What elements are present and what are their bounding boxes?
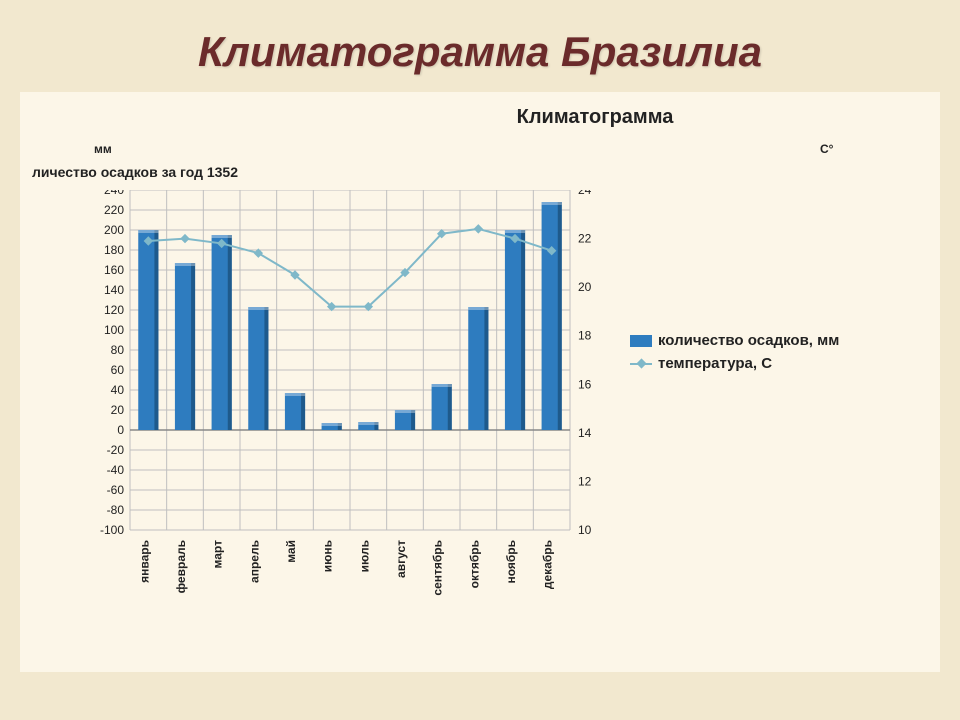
svg-text:200: 200 [104,223,124,237]
svg-text:240: 240 [104,190,124,197]
legend-label: количество осадков, мм [658,332,839,349]
legend-item-precip: количество осадков, мм [630,332,839,349]
svg-text:октябрь: октябрь [467,540,481,588]
chart-legend: количество осадков, мм температура, С [630,332,839,378]
legend-label: температура, С [658,355,772,372]
svg-text:22: 22 [578,232,592,246]
svg-text:18: 18 [578,329,592,343]
svg-text:февраль: февраль [174,540,188,593]
svg-text:180: 180 [104,243,124,257]
svg-text:-100: -100 [100,523,124,537]
svg-text:-60: -60 [107,483,125,497]
svg-text:80: 80 [111,343,125,357]
legend-swatch-bar-icon [630,335,652,347]
svg-text:120: 120 [104,303,124,317]
chart-plot-area: -100 -80 -60 -40 -20 0 20 40 60 80 100 120 140 160 180… [80,190,580,640]
y-left-unit: мм [94,142,112,156]
svg-text:40: 40 [111,383,125,397]
svg-text:август: август [394,540,408,578]
svg-text:июнь: июнь [321,540,335,572]
y-right-unit: С° [820,142,833,156]
chart-panel: Климатограмма мм С° личество осадков за … [20,92,940,672]
slide-title: Климатограмма Бразилиа [0,0,960,92]
svg-text:декабрь: декабрь [541,540,555,589]
svg-text:220: 220 [104,203,124,217]
svg-text:0: 0 [117,423,124,437]
chart-title: Климатограмма [268,106,922,129]
svg-text:июль: июль [357,540,371,572]
svg-text:60: 60 [111,363,125,377]
svg-text:сентябрь: сентябрь [431,540,445,596]
svg-text:-40: -40 [107,463,125,477]
svg-text:ноябрь: ноябрь [504,540,518,584]
svg-text:-20: -20 [107,443,125,457]
svg-text:20: 20 [111,403,125,417]
legend-swatch-line-icon [630,358,652,370]
chart-svg: -100 -80 -60 -40 -20 0 20 40 60 80 100 120 140 160 180… [80,190,610,620]
svg-text:10: 10 [578,523,592,537]
svg-text:100: 100 [104,323,124,337]
legend-item-temp: температура, С [630,355,839,372]
svg-text:16: 16 [578,377,592,391]
year-total-label: личество осадков за год 1352 [32,164,238,180]
svg-text:12: 12 [578,474,592,488]
svg-text:март: март [211,540,225,569]
svg-text:14: 14 [578,426,592,440]
svg-text:-80: -80 [107,503,125,517]
svg-text:апрель: апрель [247,540,261,583]
svg-text:20: 20 [578,280,592,294]
svg-text:140: 140 [104,283,124,297]
svg-text:май: май [284,540,298,563]
svg-text:160: 160 [104,263,124,277]
svg-text:январь: январь [137,540,151,583]
svg-text:24: 24 [578,190,592,197]
